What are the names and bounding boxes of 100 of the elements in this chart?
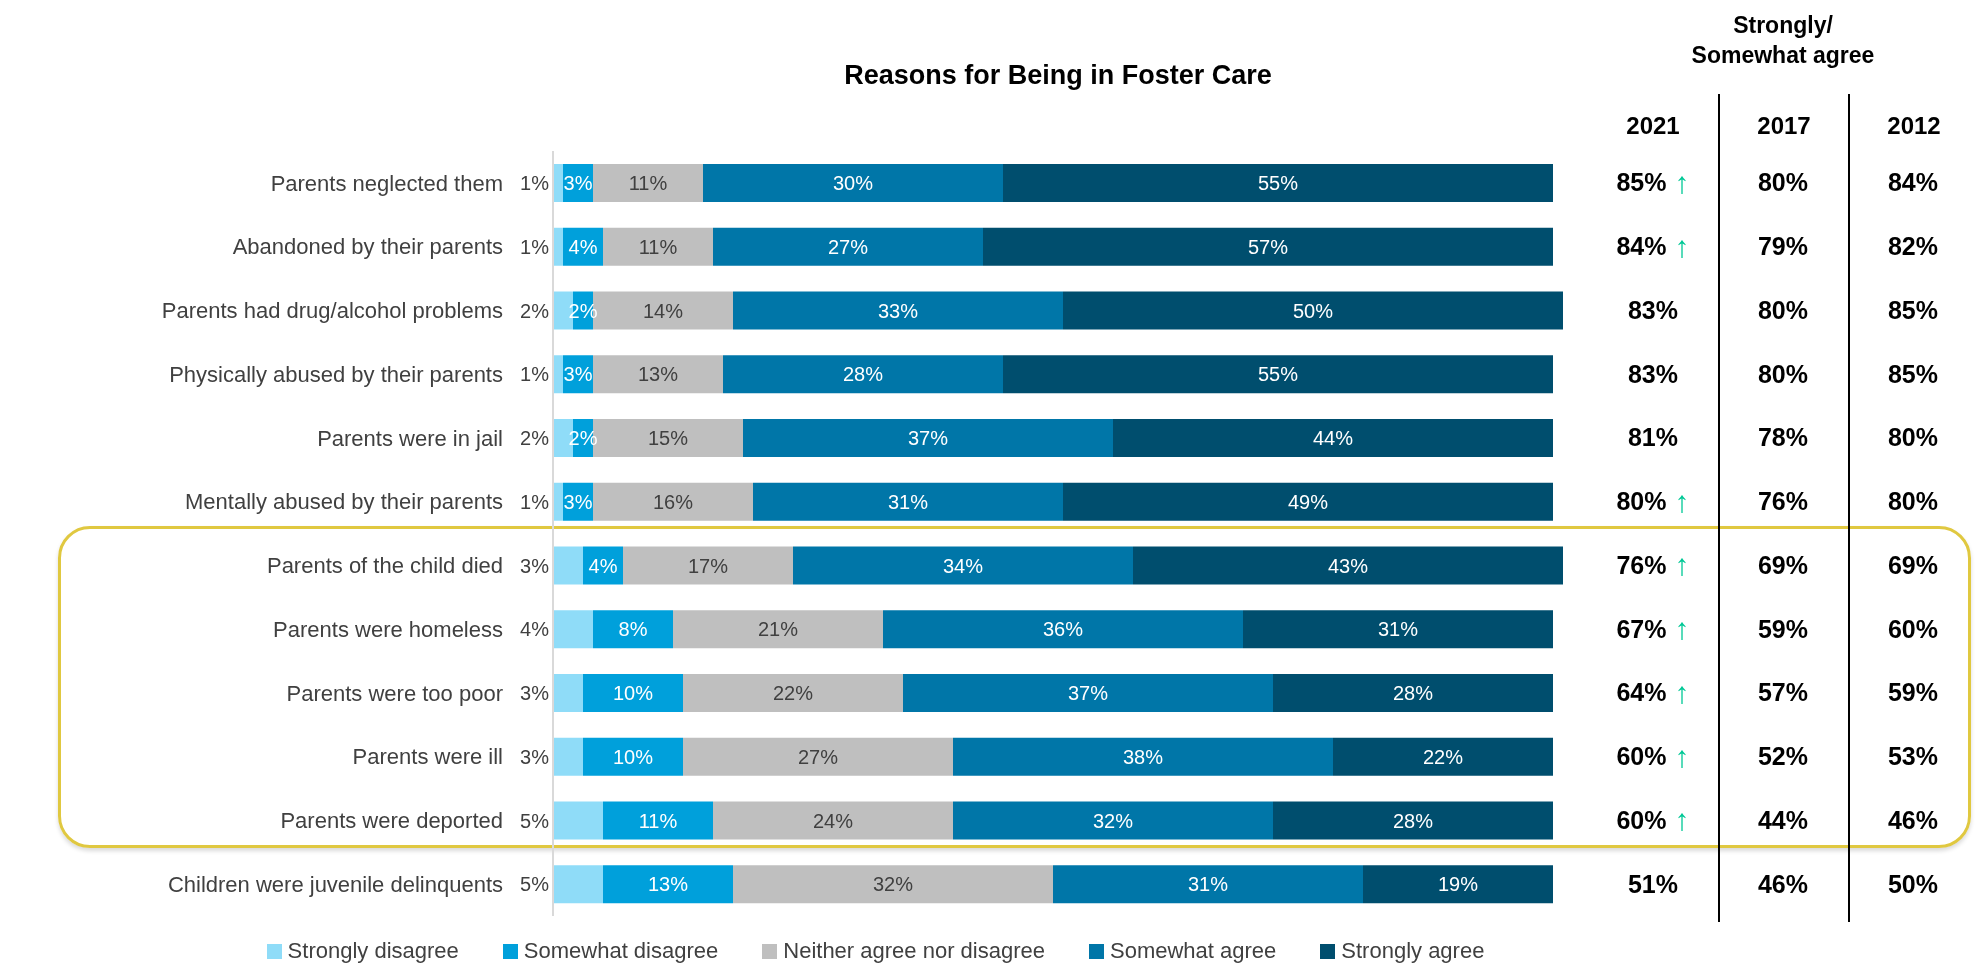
y-tick-label: Parents were ill xyxy=(352,744,503,770)
bar xyxy=(733,865,1053,904)
data-label: 13% xyxy=(637,363,679,386)
text: 67% ↑ xyxy=(1616,612,1690,646)
data-label: 57% xyxy=(1247,235,1289,258)
text: 69% xyxy=(1887,550,1939,579)
data-label: 3% xyxy=(520,682,550,704)
bar xyxy=(723,355,1003,394)
data-label: 28% xyxy=(1392,809,1434,832)
legend-label: Strongly disagree xyxy=(287,938,459,964)
data-label: 11% xyxy=(638,809,678,832)
text: 76% ↑ xyxy=(1616,548,1690,582)
y-tick-label: Parents had drug/alcohol problems xyxy=(161,298,503,324)
bar xyxy=(1063,482,1553,521)
text: 60% ↑ xyxy=(1616,739,1690,773)
data-label: 31% xyxy=(1377,618,1419,641)
bar xyxy=(593,610,673,649)
data-label: 28% xyxy=(842,363,884,386)
bar xyxy=(683,674,903,712)
text: 79% xyxy=(1757,232,1809,261)
bar xyxy=(1063,291,1563,330)
legend-label: Somewhat agree xyxy=(1109,938,1277,964)
bar xyxy=(553,674,583,712)
data-label: 4% xyxy=(568,235,598,258)
text: 57% xyxy=(1757,678,1809,707)
text: 85% ↑ xyxy=(1616,165,1690,199)
bar xyxy=(593,164,703,202)
category-label: 2017 xyxy=(1756,112,1812,140)
bar xyxy=(713,227,983,266)
data-label: 3% xyxy=(520,554,550,577)
text: 85% xyxy=(1887,359,1939,388)
bar xyxy=(603,801,713,840)
bar xyxy=(553,227,563,266)
bar xyxy=(1053,865,1363,904)
data-label: 22% xyxy=(1422,745,1464,768)
text: 76% xyxy=(1757,487,1809,516)
bar xyxy=(593,482,753,521)
data-label: 1% xyxy=(520,363,550,386)
text: 83% xyxy=(1627,359,1679,388)
bar xyxy=(953,737,1333,776)
y-tick-label: Parents of the child died xyxy=(266,553,503,579)
data-label: 38% xyxy=(1122,745,1164,768)
data-label: 36% xyxy=(1042,618,1084,641)
bar xyxy=(603,227,713,266)
text: 80% xyxy=(1757,359,1809,388)
bar xyxy=(1003,164,1553,202)
data-label: 8% xyxy=(618,618,648,641)
bar xyxy=(603,865,733,904)
y-tick-label: Physically abused by their parents xyxy=(169,361,503,387)
text: 80% xyxy=(1887,487,1939,516)
data-label: 55% xyxy=(1257,363,1299,386)
data-label: 2% xyxy=(520,427,550,449)
data-label: 1% xyxy=(520,490,550,513)
bar xyxy=(553,801,603,840)
text: 51% xyxy=(1627,869,1679,898)
data-label: 11% xyxy=(628,172,668,194)
data-label: 24% xyxy=(812,809,854,832)
data-label: 28% xyxy=(1392,682,1434,704)
data-label: 32% xyxy=(872,873,914,896)
data-label: 31% xyxy=(1187,873,1229,896)
data-label: 11% xyxy=(638,235,678,258)
y-tick-label: Mentally abused by their parents xyxy=(185,489,503,515)
text: 81% xyxy=(1627,423,1679,452)
data-label: 22% xyxy=(772,682,814,704)
bar xyxy=(1363,865,1553,904)
data-label: 21% xyxy=(757,618,799,641)
data-label: 30% xyxy=(832,172,874,194)
bar xyxy=(883,610,1243,649)
data-label: 3% xyxy=(563,363,593,386)
data-label: 3% xyxy=(520,745,550,768)
bar xyxy=(1333,737,1553,776)
bar xyxy=(583,674,683,712)
data-label: 37% xyxy=(1067,682,1109,704)
data-label: 32% xyxy=(1092,809,1134,832)
data-label: 13% xyxy=(647,873,689,896)
y-tick-label: Parents were homeless xyxy=(273,616,503,642)
bar xyxy=(1003,355,1553,394)
data-label: 2% xyxy=(520,299,550,322)
data-label: 4% xyxy=(520,618,550,641)
text: 69% xyxy=(1757,550,1809,579)
bar xyxy=(1243,610,1553,649)
bar xyxy=(553,355,563,394)
text: 80% xyxy=(1887,423,1939,452)
data-label: 14% xyxy=(642,299,684,322)
y-tick-label: Abandoned by their parents xyxy=(232,234,503,260)
data-label: 49% xyxy=(1287,490,1329,513)
data-label: 50% xyxy=(1292,299,1334,322)
y-tick-label: Parents were too poor xyxy=(286,680,503,706)
text: 80% xyxy=(1757,168,1809,197)
text: 44% xyxy=(1757,805,1809,834)
bar xyxy=(953,801,1273,840)
text: 84% xyxy=(1887,168,1939,197)
text: 50% xyxy=(1887,869,1939,898)
chart-title: Reasons for Being in Foster Care xyxy=(843,60,1273,91)
bar xyxy=(703,164,1003,202)
data-label: 1% xyxy=(520,235,550,258)
y-tick-label: Parents were in jail xyxy=(317,425,503,451)
legend-label: Strongly agree xyxy=(1341,938,1485,964)
bar xyxy=(623,546,793,585)
data-label: 5% xyxy=(520,809,550,832)
